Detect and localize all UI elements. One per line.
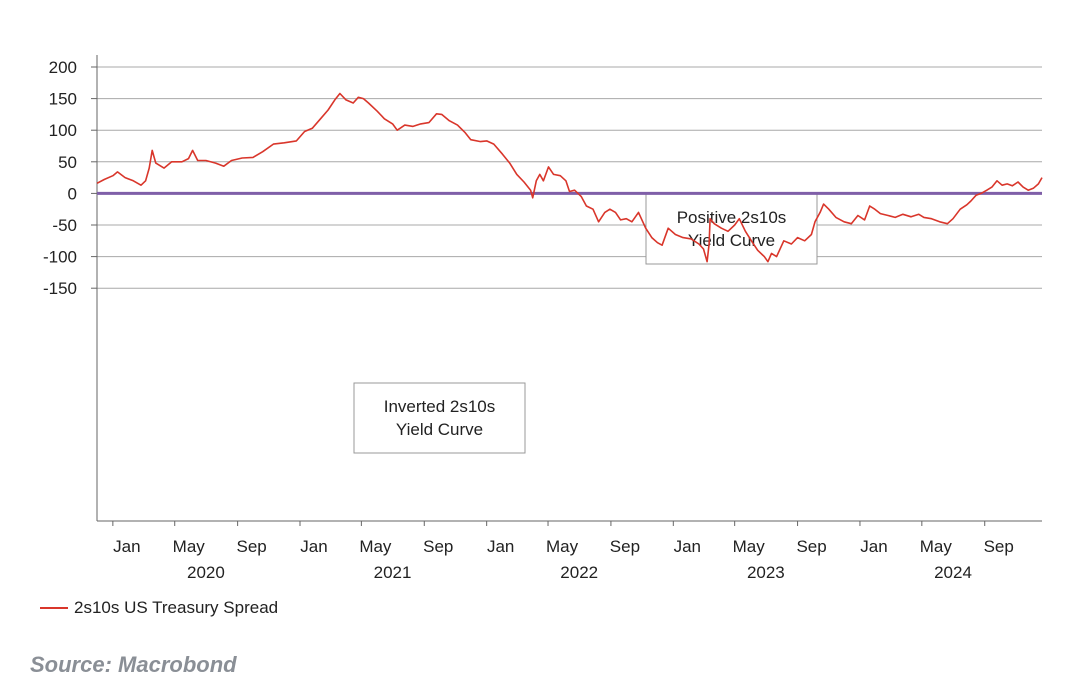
x-tick-label: May: [173, 537, 206, 556]
y-tick-labels: 200 150 100 50 0 -50 -100 -150: [43, 58, 97, 298]
y-tick-label: 50: [58, 153, 77, 172]
legend-label: 2s10s US Treasury Spread: [74, 598, 279, 617]
y-tick-label: 200: [49, 58, 77, 77]
annotation-positive-line1: Positive 2s10s: [677, 208, 787, 227]
spread-line: [96, 92, 1043, 263]
x-tick-label: Sep: [423, 537, 453, 556]
annotation-inverted-box: [353, 382, 526, 454]
y-tick-label: 100: [49, 121, 77, 140]
annotation-inverted-line1: Inverted 2s10s: [384, 397, 496, 416]
legend: 2s10s US Treasury Spread: [40, 598, 278, 618]
x-tick-label: Sep: [984, 537, 1014, 556]
y-tick-label: 0: [68, 184, 77, 203]
x-year-label: 2020: [187, 563, 225, 582]
x-tick-label: Jan: [487, 537, 514, 556]
x-tick-label: Jan: [674, 537, 701, 556]
x-tick-labels: Jan May Sep Jan May Sep Jan May Sep Jan May Sep Jan M…: [112, 521, 1014, 582]
y-tick-label: 150: [49, 90, 77, 109]
y-tick-label: -50: [52, 216, 77, 235]
y-tick-label: -150: [43, 279, 77, 298]
annotation-inverted-line2: Yield Curve: [396, 420, 483, 439]
x-tick-label: Jan: [113, 537, 140, 556]
x-tick-label: May: [733, 537, 766, 556]
source-caption: Source: Macrobond: [30, 652, 237, 677]
legend-swatch: [40, 607, 68, 609]
x-tick-label: Jan: [860, 537, 887, 556]
x-tick-label: May: [546, 537, 579, 556]
x-tick-label: Sep: [237, 537, 267, 556]
series: [96, 92, 1043, 263]
x-year-label: 2024: [934, 563, 972, 582]
annotation-inverted: Inverted 2s10s Yield Curve: [353, 382, 526, 454]
x-tick-label: May: [920, 537, 953, 556]
x-year-label: 2023: [747, 563, 785, 582]
gridlines: [97, 66, 1042, 289]
x-tick-label: Sep: [796, 537, 826, 556]
x-year-label: 2021: [374, 563, 412, 582]
x-tick-label: Sep: [610, 537, 640, 556]
chart: 200 150 100 50 0 -50 -100 -150 Jan May Sep Jan May S…: [43, 55, 1043, 582]
y-tick-label: -100: [43, 248, 77, 267]
x-year-label: 2022: [560, 563, 598, 582]
x-tick-label: May: [359, 537, 392, 556]
x-tick-label: Jan: [300, 537, 327, 556]
